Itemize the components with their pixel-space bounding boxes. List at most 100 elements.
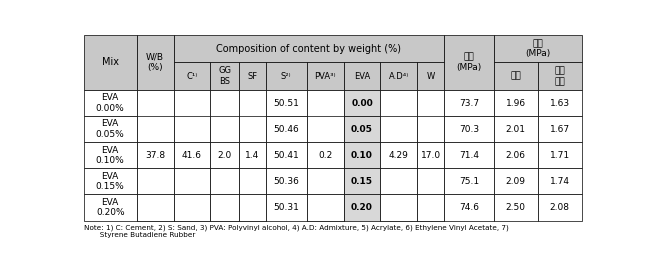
Text: 압축
(MPa): 압축 (MPa) (456, 53, 482, 72)
Text: 1.71: 1.71 (550, 151, 570, 160)
Text: 0.20: 0.20 (351, 203, 373, 212)
Bar (417, 90, 444, 220)
Bar (343, 90, 380, 116)
Bar (417, 142, 444, 168)
Bar (239, 195, 265, 220)
Text: 2.06: 2.06 (506, 151, 526, 160)
Bar (417, 168, 444, 195)
Bar (173, 35, 444, 63)
Text: 70.3: 70.3 (459, 125, 479, 134)
Text: EVA
0.10%: EVA 0.10% (96, 145, 125, 165)
Bar (494, 142, 537, 168)
Bar (265, 142, 307, 168)
Bar (210, 116, 239, 142)
Bar (239, 63, 265, 90)
Bar (239, 168, 265, 195)
Bar (380, 116, 417, 142)
Bar (444, 90, 494, 116)
Text: 37.8: 37.8 (145, 151, 165, 160)
Text: EVA
0.20%: EVA 0.20% (96, 198, 125, 217)
Text: S²⁾: S²⁾ (281, 72, 291, 81)
Bar (380, 168, 417, 195)
Text: SF: SF (247, 72, 257, 81)
Bar (173, 168, 210, 195)
Text: 2.09: 2.09 (506, 177, 526, 186)
Bar (494, 90, 537, 116)
Text: 41.6: 41.6 (182, 151, 202, 160)
Bar (265, 168, 307, 195)
Bar (307, 168, 343, 195)
Text: 50.31: 50.31 (273, 203, 299, 212)
Bar (307, 195, 343, 220)
Bar (444, 168, 494, 195)
Text: EVA
0.15%: EVA 0.15% (96, 172, 125, 191)
Bar (137, 195, 173, 220)
Bar (210, 90, 239, 220)
Text: 17.0: 17.0 (421, 151, 441, 160)
Text: C¹⁾: C¹⁾ (186, 72, 198, 81)
Bar (173, 116, 210, 142)
Bar (444, 35, 494, 90)
Bar (537, 195, 582, 220)
Text: 0.2: 0.2 (318, 151, 332, 160)
Bar (307, 142, 343, 168)
Text: 0.00: 0.00 (351, 99, 373, 108)
Bar (537, 90, 582, 116)
Bar (173, 63, 210, 90)
Bar (343, 116, 380, 142)
Text: 표준: 표준 (510, 72, 521, 81)
Text: 4.29: 4.29 (389, 151, 409, 160)
Bar (137, 90, 173, 220)
Bar (494, 195, 537, 220)
Bar (380, 90, 417, 220)
Text: 50.41: 50.41 (273, 151, 299, 160)
Text: 1.96: 1.96 (506, 99, 526, 108)
Bar (210, 168, 239, 195)
Bar (343, 168, 380, 195)
Bar (210, 63, 239, 90)
Text: EVA
0.00%: EVA 0.00% (96, 93, 125, 113)
Bar (173, 142, 210, 168)
Text: 0.15: 0.15 (351, 177, 373, 186)
Text: 1.63: 1.63 (550, 99, 570, 108)
Bar (444, 116, 494, 142)
Text: 온냉
반복: 온냉 반복 (554, 67, 565, 86)
Bar (494, 63, 537, 90)
Text: 2.08: 2.08 (550, 203, 570, 212)
Bar (417, 116, 444, 142)
Text: EVA
0.05%: EVA 0.05% (96, 120, 125, 139)
Text: 1.67: 1.67 (550, 125, 570, 134)
Bar (137, 35, 173, 90)
Text: 50.36: 50.36 (273, 177, 299, 186)
Text: Note: 1) C: Cement, 2) S: Sand, 3) PVA: Polyvinyl alcohol, 4) A.D: Admixture, 5): Note: 1) C: Cement, 2) S: Sand, 3) PVA: … (84, 225, 508, 238)
Text: 1.4: 1.4 (245, 151, 260, 160)
Bar (537, 168, 582, 195)
Text: W: W (426, 72, 435, 81)
Bar (84, 90, 137, 116)
Bar (137, 116, 173, 142)
Bar (380, 63, 417, 90)
Bar (84, 168, 137, 195)
Text: Composition of content by weight (%): Composition of content by weight (%) (216, 44, 401, 54)
Bar (173, 90, 210, 220)
Text: W/B
(%): W/B (%) (146, 53, 164, 72)
Text: 2.01: 2.01 (506, 125, 526, 134)
Text: 71.4: 71.4 (459, 151, 479, 160)
Text: 73.7: 73.7 (459, 99, 479, 108)
Bar (239, 142, 265, 168)
Bar (444, 142, 494, 168)
Text: GG
BS: GG BS (218, 67, 231, 86)
Bar (239, 116, 265, 142)
Text: 2.50: 2.50 (506, 203, 526, 212)
Bar (265, 63, 307, 90)
Bar (380, 142, 417, 168)
Bar (84, 195, 137, 220)
Bar (239, 90, 265, 220)
Bar (444, 195, 494, 220)
Bar (265, 195, 307, 220)
Bar (537, 142, 582, 168)
Text: 2.0: 2.0 (217, 151, 232, 160)
Bar (494, 35, 582, 63)
Bar (265, 116, 307, 142)
Bar (84, 35, 137, 90)
